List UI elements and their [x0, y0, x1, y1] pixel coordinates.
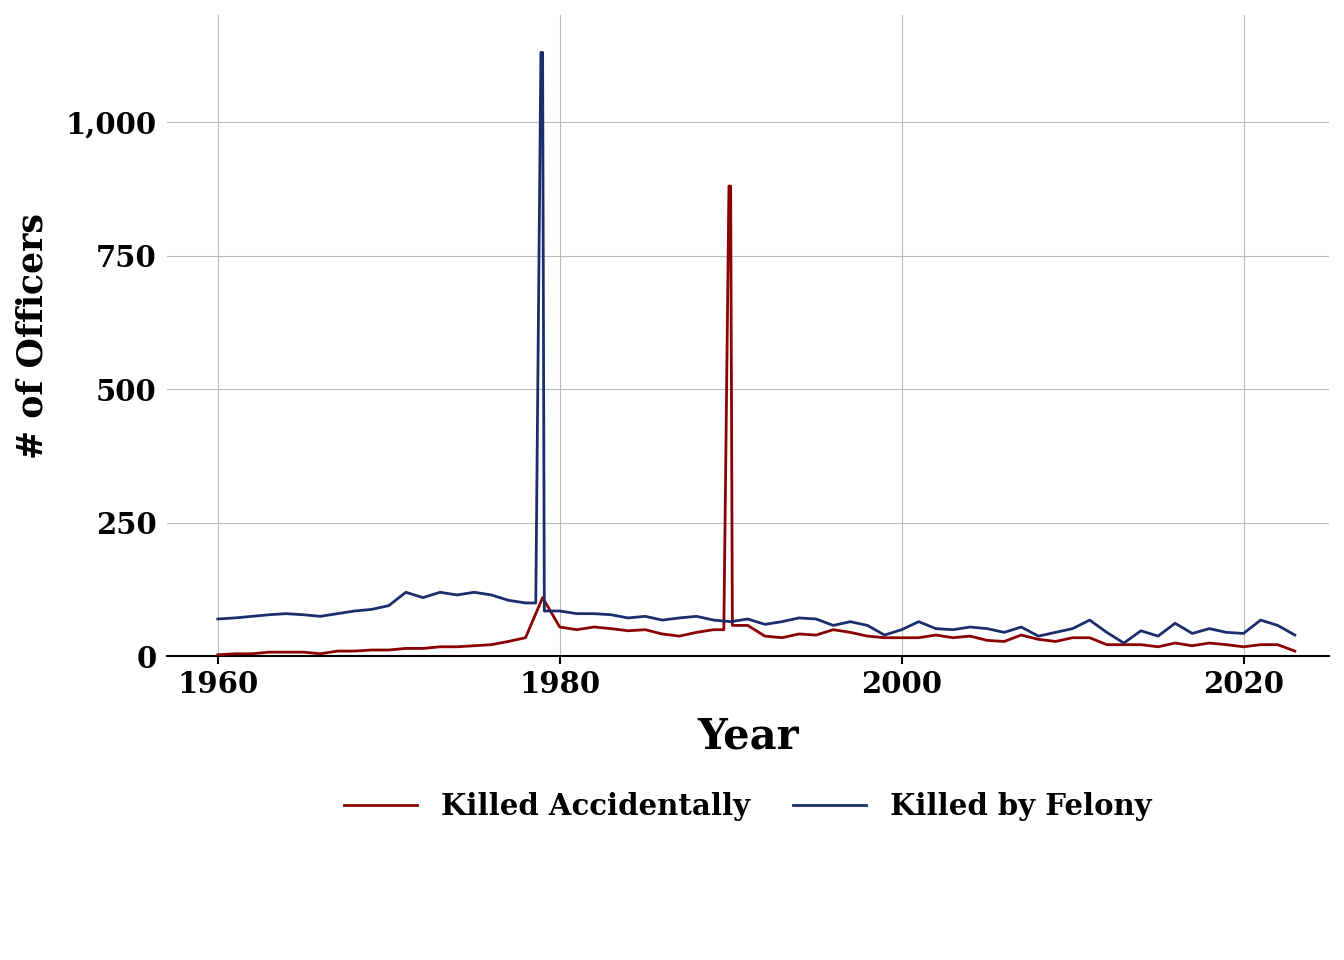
Killed Accidentally — [380, 644, 396, 656]
Killed Accidentally — [347, 645, 363, 657]
Killed by Felony — [688, 611, 704, 622]
Killed by Felony — [637, 611, 653, 622]
Killed by Felony — [296, 609, 312, 620]
Killed by Felony — [1219, 627, 1235, 638]
Legend: Killed Accidentally, Killed by Felony: Killed Accidentally, Killed by Felony — [332, 780, 1163, 832]
Killed by Felony — [1286, 629, 1302, 640]
Killed by Felony — [210, 613, 226, 625]
Killed by Felony — [347, 605, 363, 616]
Killed by Felony — [532, 47, 548, 59]
Killed Accidentally — [210, 649, 226, 660]
Killed Accidentally — [1219, 639, 1235, 651]
Killed Accidentally — [1031, 634, 1047, 645]
Killed Accidentally — [671, 631, 687, 642]
Line: Killed Accidentally: Killed Accidentally — [218, 186, 1294, 655]
Killed Accidentally — [720, 180, 737, 192]
Line: Killed by Felony: Killed by Felony — [218, 53, 1294, 643]
Killed by Felony — [1116, 637, 1132, 649]
Y-axis label: # of Officers: # of Officers — [15, 213, 48, 459]
X-axis label: Year: Year — [698, 715, 798, 757]
Killed Accidentally — [716, 624, 732, 636]
Killed Accidentally — [1286, 645, 1302, 657]
Killed by Felony — [1031, 631, 1047, 642]
